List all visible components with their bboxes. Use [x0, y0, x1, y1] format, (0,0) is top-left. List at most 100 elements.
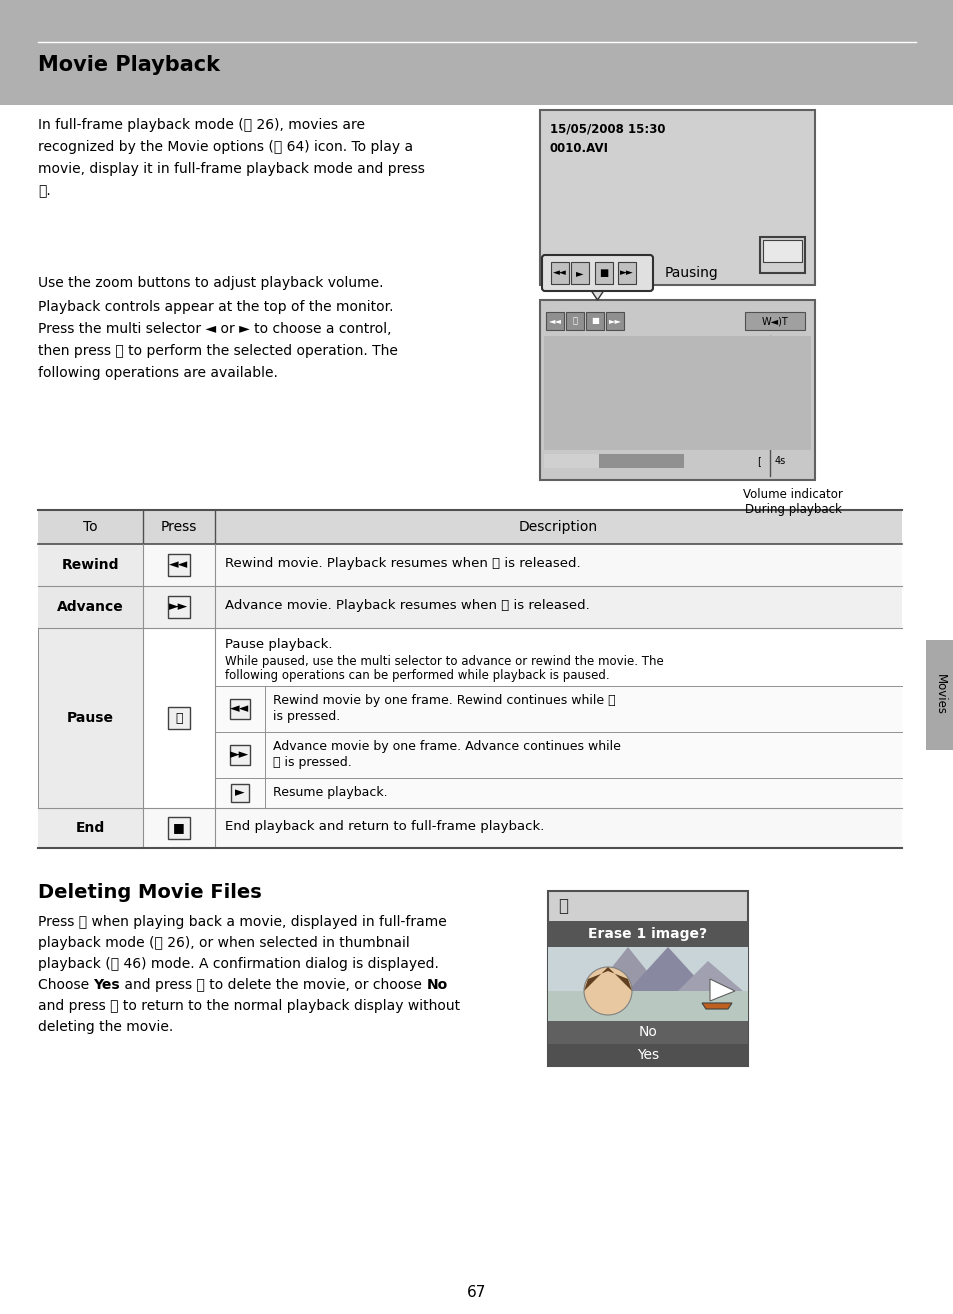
- Text: Advance: Advance: [57, 600, 124, 614]
- Bar: [539, 300, 814, 480]
- Text: Yes: Yes: [637, 1049, 659, 1062]
- Text: Use the zoom buttons to adjust playback volume.: Use the zoom buttons to adjust playback …: [38, 276, 383, 290]
- Text: Pause: Pause: [67, 711, 113, 725]
- Text: Volume indicator
During playback: Volume indicator During playback: [742, 487, 842, 516]
- Text: ►►: ►►: [619, 268, 633, 277]
- Text: Choose: Choose: [38, 978, 93, 992]
- Text: and press Ⓐ to return to the normal playback display without: and press Ⓐ to return to the normal play…: [38, 999, 459, 1013]
- Bar: [585, 311, 603, 330]
- Bar: [539, 110, 814, 285]
- Text: [ᴵᴺ: [ᴵᴺ: [615, 261, 624, 271]
- Bar: [547, 891, 747, 1066]
- Text: 67: 67: [467, 1285, 486, 1300]
- Bar: [214, 732, 901, 778]
- Bar: [38, 510, 901, 544]
- Text: deleting the movie.: deleting the movie.: [38, 1020, 173, 1034]
- Bar: [214, 778, 901, 808]
- Text: Press the multi selector ◄ or ► to choose a control,: Press the multi selector ◄ or ► to choos…: [38, 322, 391, 336]
- Polygon shape: [709, 979, 734, 1001]
- Bar: [214, 686, 901, 732]
- Bar: [565, 311, 583, 330]
- Text: Ⓐ.: Ⓐ.: [38, 184, 51, 198]
- Text: Movies: Movies: [933, 674, 945, 716]
- Text: is pressed.: is pressed.: [273, 710, 340, 723]
- Bar: [547, 1021, 747, 1045]
- Bar: [760, 237, 804, 273]
- Text: 0010.AVI: 0010.AVI: [550, 142, 608, 155]
- Text: Advance movie. Playback resumes when Ⓢ is released.: Advance movie. Playback resumes when Ⓢ i…: [225, 599, 589, 612]
- Text: ◄◄: ◄◄: [553, 268, 566, 277]
- Text: playback mode (Ⓐ 26), or when selected in thumbnail: playback mode (Ⓐ 26), or when selected i…: [38, 936, 410, 950]
- Text: To: To: [83, 520, 98, 533]
- Bar: [168, 555, 190, 576]
- Polygon shape: [593, 947, 662, 991]
- Text: Rewind: Rewind: [62, 558, 119, 572]
- Polygon shape: [627, 947, 707, 991]
- Bar: [545, 311, 563, 330]
- Text: ►►: ►►: [608, 317, 620, 326]
- Bar: [543, 455, 598, 468]
- Bar: [571, 261, 588, 284]
- Text: ►: ►: [576, 268, 583, 279]
- Text: Playback controls appear at the top of the monitor.: Playback controls appear at the top of t…: [38, 300, 393, 314]
- Polygon shape: [701, 1003, 731, 1009]
- Text: No: No: [426, 978, 447, 992]
- Text: Rewind movie. Playback resumes when Ⓢ is released.: Rewind movie. Playback resumes when Ⓢ is…: [225, 557, 580, 570]
- Text: playback (Ⓐ 46) mode. A confirmation dialog is displayed.: playback (Ⓐ 46) mode. A confirmation dia…: [38, 957, 438, 971]
- Text: Movie Playback: Movie Playback: [38, 55, 220, 75]
- Text: Ⓢ is pressed.: Ⓢ is pressed.: [273, 756, 352, 769]
- Text: 15/05/2008 15:30: 15/05/2008 15:30: [550, 122, 665, 135]
- Text: following operations can be performed while playback is paused.: following operations can be performed wh…: [225, 669, 609, 682]
- Bar: [543, 336, 810, 449]
- Bar: [38, 586, 901, 628]
- Text: :: :: [576, 259, 579, 272]
- Bar: [925, 640, 953, 750]
- Text: In full-frame playback mode (Ⓐ 26), movies are: In full-frame playback mode (Ⓐ 26), movi…: [38, 118, 365, 131]
- Bar: [605, 311, 623, 330]
- Text: Advance movie by one frame. Advance continues while: Advance movie by one frame. Advance cont…: [273, 740, 620, 753]
- Bar: [543, 455, 683, 468]
- Text: then press Ⓐ to perform the selected operation. The: then press Ⓐ to perform the selected ope…: [38, 344, 397, 357]
- Text: ⏸: ⏸: [175, 711, 183, 724]
- Bar: [38, 628, 143, 808]
- Text: 🗑: 🗑: [558, 897, 567, 915]
- Bar: [230, 699, 250, 719]
- Bar: [168, 597, 190, 618]
- Bar: [38, 808, 143, 848]
- Bar: [230, 745, 250, 765]
- Bar: [547, 991, 747, 1021]
- Text: ►: ►: [235, 787, 245, 799]
- Text: ◄◄: ◄◄: [230, 703, 250, 716]
- Bar: [38, 544, 143, 586]
- Text: End: End: [76, 821, 105, 834]
- Text: Pausing: Pausing: [664, 265, 718, 280]
- Bar: [38, 808, 901, 848]
- Text: Press: Press: [161, 520, 197, 533]
- Text: Description: Description: [518, 520, 598, 533]
- Text: Resume playback.: Resume playback.: [273, 786, 387, 799]
- Text: Deleting Movie Files: Deleting Movie Files: [38, 883, 261, 901]
- Text: ◄◄: ◄◄: [548, 317, 561, 326]
- Bar: [547, 921, 747, 947]
- Bar: [168, 817, 190, 840]
- Text: recognized by the Movie options (Ⓐ 64) icon. To play a: recognized by the Movie options (Ⓐ 64) i…: [38, 141, 413, 154]
- Bar: [618, 261, 636, 284]
- Text: OK: OK: [557, 261, 569, 271]
- Bar: [587, 258, 609, 275]
- Text: 4s: 4s: [774, 456, 785, 466]
- Bar: [0, 0, 953, 105]
- Text: and press Ⓐ to delete the movie, or choose: and press Ⓐ to delete the movie, or choo…: [120, 978, 426, 992]
- Text: ■: ■: [591, 317, 598, 326]
- Text: Yes: Yes: [93, 978, 120, 992]
- Text: ►: ►: [595, 261, 602, 271]
- Bar: [547, 947, 747, 1021]
- Text: Press Ⓜ when playing back a movie, displayed in full-frame: Press Ⓜ when playing back a movie, displ…: [38, 915, 446, 929]
- Text: following operations are available.: following operations are available.: [38, 367, 277, 380]
- Bar: [38, 544, 901, 586]
- Bar: [551, 261, 568, 284]
- Text: W◄)T: W◄)T: [760, 315, 787, 326]
- Bar: [744, 311, 804, 330]
- Circle shape: [583, 967, 631, 1014]
- Polygon shape: [589, 288, 605, 300]
- Text: ■: ■: [598, 268, 608, 279]
